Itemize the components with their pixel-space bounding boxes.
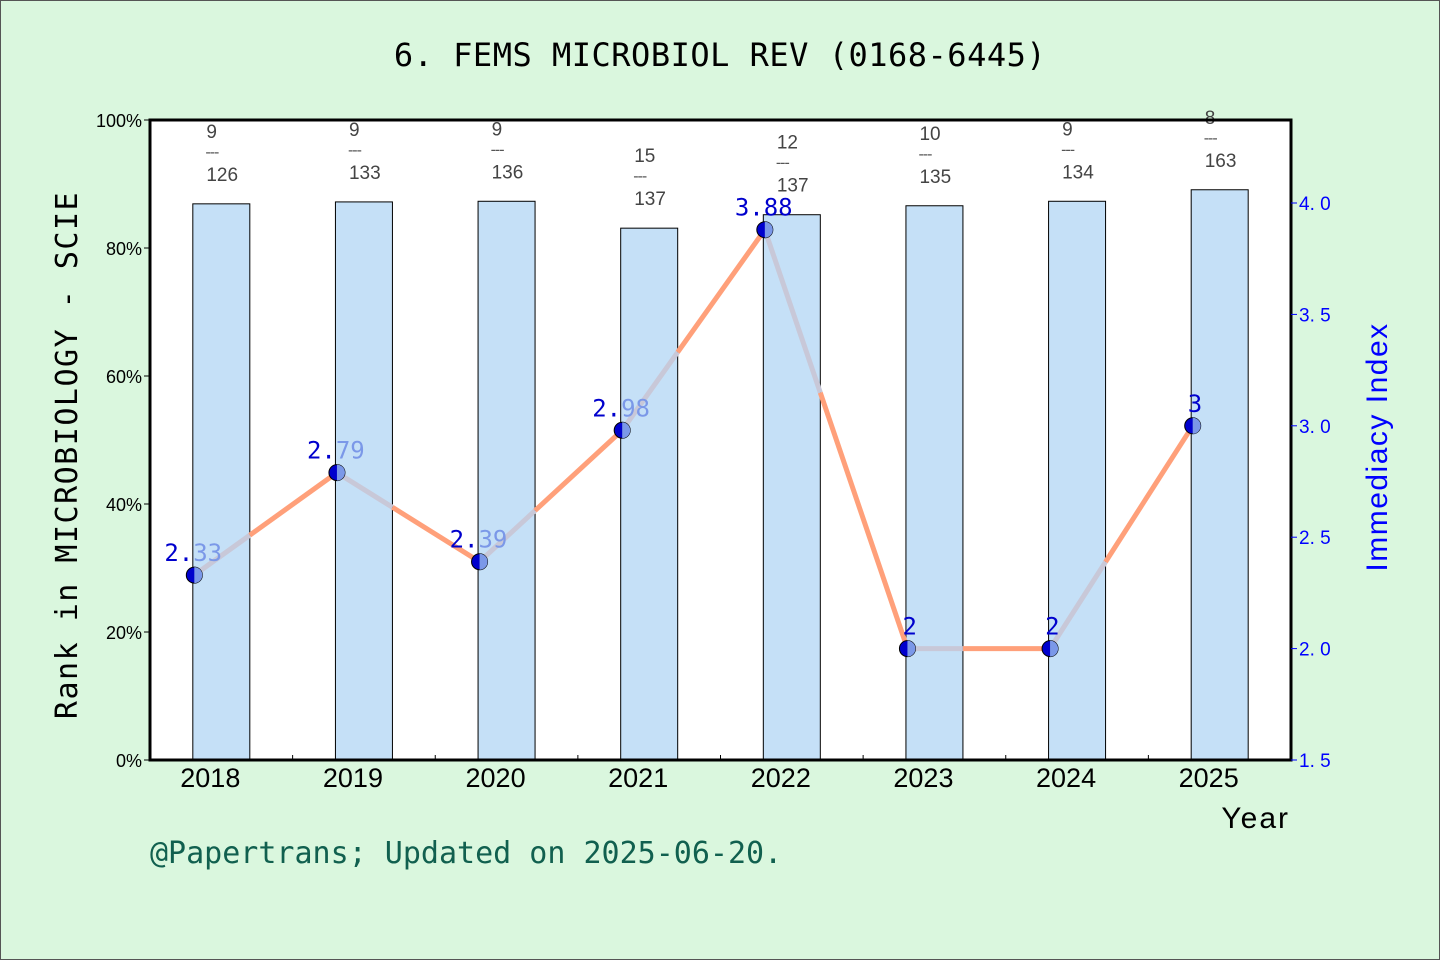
svg-text:12: 12: [777, 133, 798, 154]
bar-2020: [477, 200, 536, 761]
x-tick-label: 2022: [751, 763, 811, 793]
rank-label-2024: 9--- 134: [1061, 119, 1094, 183]
chart-title: 6. FEMS MICROBIOL REV (0168-6445): [393, 36, 1047, 74]
svg-text:9: 9: [492, 119, 503, 140]
data-point-2019: 2.79: [307, 437, 365, 482]
svg-text:8: 8: [1205, 108, 1216, 129]
right-tick-label: 3. 0: [1299, 417, 1331, 438]
point-label: 2: [902, 613, 916, 641]
svg-text:---: ---: [491, 141, 505, 158]
line-segment: [533, 428, 624, 513]
data-point-2023: 2: [898, 613, 917, 658]
data-point-2025: 3: [1184, 390, 1202, 435]
right-axis-label: Immediacy Index: [1361, 322, 1394, 571]
x-tick-label: 2019: [323, 763, 383, 793]
bar-series: [192, 189, 1249, 761]
bar-2019: [334, 201, 393, 761]
data-point-2018: 2.33: [164, 539, 222, 584]
left-tick-label: 60%: [106, 367, 142, 387]
x-tick-label: 2024: [1036, 763, 1096, 793]
x-tick-label: 2018: [180, 763, 240, 793]
svg-text:15: 15: [634, 146, 655, 167]
svg-text:---: ---: [918, 146, 932, 163]
rank-label-2023: 10--- 135: [918, 124, 951, 188]
svg-text:137: 137: [634, 189, 666, 210]
bar-2025: [1190, 189, 1249, 761]
svg-text:9: 9: [1062, 119, 1073, 140]
data-point-2020: 2.39: [450, 526, 508, 571]
rank-label-2021: 15--- 137: [633, 146, 666, 210]
left-axis-label: Rank in MICROBIOLOGY - SCIE: [50, 191, 85, 719]
rank-label-2019: 9--- 133: [348, 120, 381, 184]
rank-label-2020: 9--- 136: [491, 119, 524, 183]
line-segment: [248, 470, 339, 538]
bar-2023: [905, 205, 964, 761]
line-segment: [192, 533, 252, 578]
bar-2024: [1048, 200, 1107, 761]
rank-label-2022: 12--- 137: [776, 133, 809, 197]
point-label: 2.98: [592, 394, 650, 422]
svg-text:137: 137: [777, 176, 809, 197]
svg-text:10: 10: [919, 124, 940, 145]
right-tick-label: 4. 0: [1299, 194, 1331, 215]
x-tick-label: 2021: [608, 763, 668, 793]
x-tick-label: 2023: [893, 763, 953, 793]
svg-text:9: 9: [349, 120, 360, 141]
rank-label-2025: 8--- 163: [1204, 108, 1237, 172]
right-tick-label: 1. 5: [1299, 751, 1331, 772]
line-segment: [1047, 560, 1108, 650]
svg-text:135: 135: [919, 167, 951, 188]
left-tick-label: 40%: [106, 495, 142, 515]
line-segment: [817, 391, 910, 650]
axes: 0% 20% 40% 60% 80% 100% 1. 5 2. 0 2. 5 3. 0 3. 5 4.…: [50, 111, 1394, 835]
point-label: 3.88: [735, 194, 793, 222]
left-tick-label: 80%: [106, 239, 142, 259]
point-label: 2.33: [164, 539, 222, 567]
line-segment: [762, 228, 823, 394]
left-tick-label: 20%: [106, 623, 142, 643]
line-segment: [335, 470, 394, 510]
data-point-2024: 2: [1041, 613, 1060, 658]
line-segment: [675, 228, 767, 354]
x-tick-label: 2025: [1179, 763, 1239, 793]
point-label: 2.79: [307, 437, 365, 465]
rank-label-2018: 9--- 126: [205, 122, 238, 186]
rank-labels: 9---1269---1339---13615---13712---13710-…: [205, 108, 1236, 210]
svg-text:---: ---: [633, 168, 647, 185]
point-label: 2.39: [450, 526, 508, 554]
svg-text:163: 163: [1205, 151, 1237, 172]
svg-text:---: ---: [1204, 130, 1218, 147]
svg-text:134: 134: [1062, 162, 1094, 183]
svg-text:9: 9: [206, 122, 217, 143]
svg-text:---: ---: [205, 144, 219, 161]
footer-credit: @Papertrans; Updated on 2025-06-20.: [150, 836, 783, 871]
svg-text:---: ---: [348, 142, 362, 159]
bar-2021: [620, 227, 679, 761]
x-axis-label: Year: [1221, 802, 1290, 835]
x-tick-label: 2020: [466, 763, 526, 793]
bar-2022: [762, 214, 821, 761]
data-point-2021: 2.98: [592, 394, 650, 439]
svg-text:---: ---: [776, 155, 790, 172]
svg-text:126: 126: [206, 165, 238, 186]
line-segment: [477, 508, 537, 564]
svg-text:136: 136: [492, 162, 524, 183]
point-label: 3: [1188, 390, 1202, 418]
line-segment: [1103, 424, 1195, 564]
right-tick-label: 2. 5: [1299, 528, 1331, 549]
left-tick-label: 100%: [96, 111, 142, 131]
line-segment: [620, 350, 680, 432]
right-tick-label: 3. 5: [1299, 305, 1331, 326]
immediacy-line: 2.33 2.79 2.39 2.98 3.88 2 2 3: [164, 194, 1202, 658]
line-segment: [391, 505, 481, 564]
left-tick-label: 0%: [116, 751, 142, 771]
data-point-2022: 3.88: [735, 194, 793, 239]
bar-2018: [192, 203, 251, 761]
point-label: 2: [1045, 613, 1059, 641]
right-tick-label: 2. 0: [1299, 640, 1331, 661]
svg-text:133: 133: [349, 163, 381, 184]
svg-text:---: ---: [1061, 141, 1075, 158]
